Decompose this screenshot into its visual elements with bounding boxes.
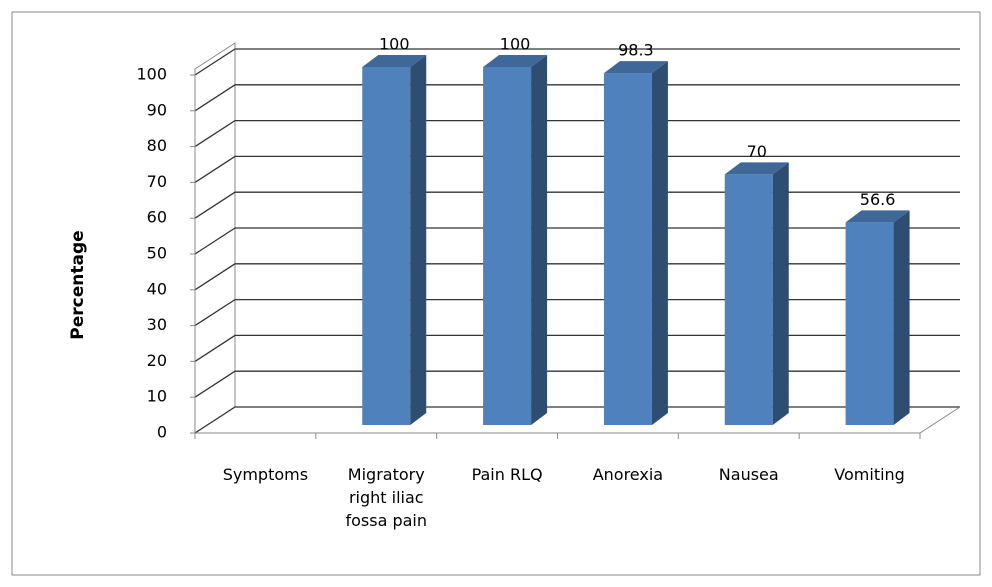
- grid-line: [194, 334, 960, 362]
- y-tick-label: 10: [147, 387, 167, 406]
- y-tick-label: 70: [147, 172, 167, 191]
- grid-line: [194, 227, 960, 255]
- y-axis-title: Percentage: [68, 230, 88, 339]
- y-tick-label: 40: [147, 279, 167, 298]
- grid-line: [194, 370, 960, 398]
- y-tick-label: 80: [147, 136, 167, 155]
- value-label: 70: [747, 142, 767, 161]
- x-tick-label: Nausea: [718, 465, 779, 484]
- bar-top: [483, 55, 548, 67]
- bar-top: [603, 61, 668, 74]
- y-tick-label: 20: [147, 351, 167, 370]
- y-tick-label: 50: [147, 244, 167, 263]
- bar-top: [845, 210, 910, 223]
- grid-line: [194, 48, 960, 76]
- bar: [483, 67, 532, 425]
- bar-side: [410, 55, 427, 425]
- bar: [845, 222, 894, 425]
- bar: [603, 73, 652, 425]
- bar: [724, 174, 773, 425]
- value-label: 98.3: [618, 41, 654, 60]
- y-tick-label: 30: [147, 315, 167, 334]
- grid-line: [194, 84, 960, 112]
- grid-line: [194, 263, 960, 291]
- grid-line: [194, 155, 960, 183]
- value-label: 56.6: [860, 190, 896, 209]
- value-label: 100: [379, 35, 410, 54]
- y-tick-label: 0: [157, 423, 167, 442]
- x-tick-label: Vomiting: [834, 465, 905, 484]
- y-tick-label: 100: [136, 65, 167, 84]
- y-tick-label: 90: [147, 100, 167, 119]
- grid-line: [194, 119, 960, 148]
- bar-side: [531, 55, 548, 425]
- grid-line: [194, 406, 960, 434]
- bar-side: [651, 61, 668, 425]
- bar-top: [362, 55, 427, 67]
- bar-side: [893, 210, 910, 425]
- bar-top: [724, 162, 789, 175]
- x-tick-label: Migratory right iliac fossa pain: [345, 465, 428, 530]
- grid-line: [194, 191, 960, 219]
- value-label: 100: [500, 35, 531, 54]
- bar-side: [772, 162, 789, 425]
- y-tick-label: 60: [147, 208, 167, 227]
- grid-line: [194, 298, 960, 327]
- bar: [362, 67, 411, 425]
- x-tick-label: Pain RLQ: [471, 465, 543, 484]
- x-tick-label: Symptoms: [222, 465, 309, 484]
- x-tick-label: Anorexia: [592, 465, 664, 484]
